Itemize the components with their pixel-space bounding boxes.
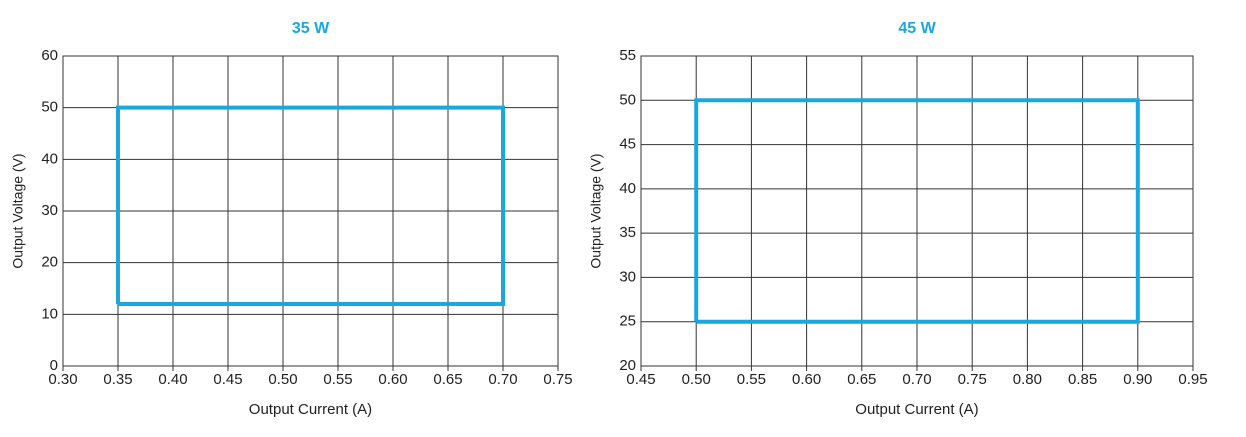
chart-title: 35 W (292, 20, 330, 37)
y-tick-label: 40 (619, 180, 636, 197)
operating-window (116, 105, 505, 306)
y-tick-label: 55 (619, 47, 636, 64)
x-tick-label: 0.95 (1178, 371, 1207, 388)
y-tick-label: 25 (619, 313, 636, 330)
x-tick-label: 0.30 (48, 371, 77, 388)
y-tick-label: 40 (41, 150, 58, 167)
plot-frame (62, 55, 559, 367)
x-tick-label: 0.50 (682, 371, 711, 388)
y-tick-label: 50 (41, 99, 58, 116)
y-tick-label: 0 (50, 357, 58, 374)
y-tick-label: 30 (619, 268, 636, 285)
x-tick-label: 0.90 (1123, 371, 1152, 388)
y-tick-label: 30 (41, 202, 58, 219)
x-tick-label: 0.55 (737, 371, 766, 388)
x-tick-label: 0.85 (1068, 371, 1097, 388)
y-axis-label: Output Voltage (V) (588, 153, 604, 268)
x-tick-label: 0.55 (323, 371, 352, 388)
y-tick-label: 35 (619, 224, 636, 241)
x-tick-label: 0.45 (626, 371, 655, 388)
y-tick-label: 45 (619, 136, 636, 153)
x-tick-label: 0.45 (213, 371, 242, 388)
x-tick-label: 0.80 (1013, 371, 1042, 388)
x-tick-label: 0.70 (902, 371, 931, 388)
y-tick-label: 20 (619, 357, 636, 374)
x-tick-label: 0.65 (433, 371, 462, 388)
y-tick-label: 50 (619, 91, 636, 108)
x-tick-label: 0.75 (958, 371, 987, 388)
y-tick-label: 60 (41, 47, 58, 64)
x-tick-label: 0.60 (378, 371, 407, 388)
x-axis-label: Output Current (A) (249, 401, 372, 418)
x-axis-label: Output Current (A) (855, 401, 978, 418)
x-tick-label: 0.65 (847, 371, 876, 388)
plot-frame (640, 55, 1194, 367)
x-tick-label: 0.35 (103, 371, 132, 388)
x-tick-label: 0.60 (792, 371, 821, 388)
x-tick-label: 0.50 (268, 371, 297, 388)
chart-title: 45 W (898, 20, 936, 37)
x-tick-label: 0.40 (158, 371, 187, 388)
x-tick-label: 0.75 (543, 371, 572, 388)
x-tick-label: 0.70 (488, 371, 517, 388)
operating-window (694, 98, 1140, 324)
y-tick-label: 20 (41, 254, 58, 271)
y-axis-label: Output Voltage (V) (10, 153, 26, 268)
y-tick-label: 10 (41, 305, 58, 322)
